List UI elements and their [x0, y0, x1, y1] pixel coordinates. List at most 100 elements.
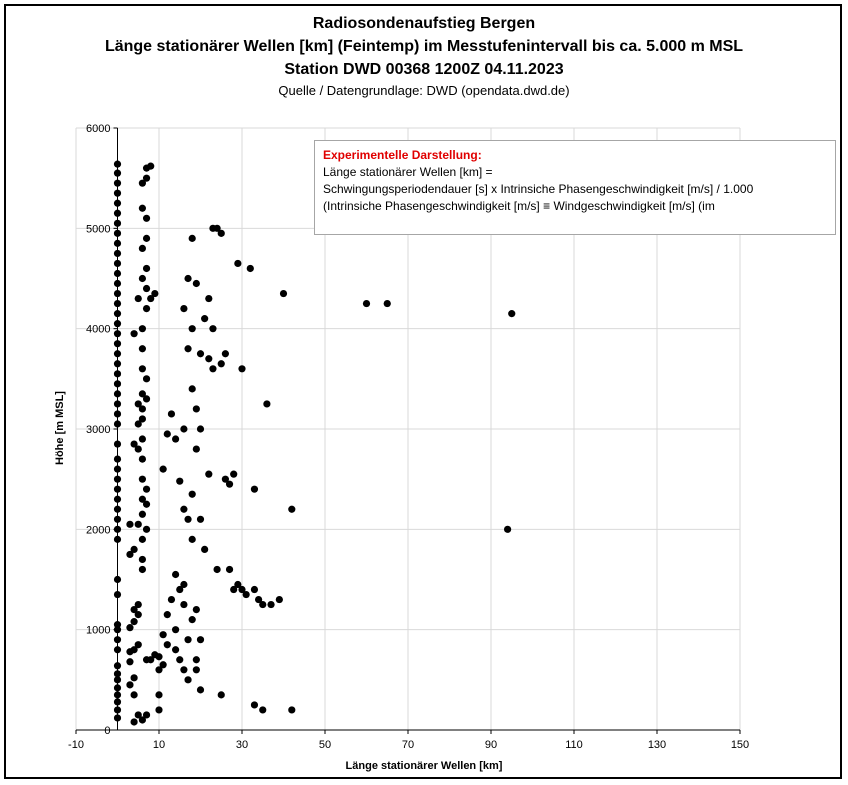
data-point [142, 711, 151, 719]
data-point [138, 325, 146, 333]
data-point [163, 641, 171, 649]
data-point [242, 590, 250, 599]
data-point [184, 636, 192, 644]
data-point [113, 535, 122, 543]
y-tick-label: 6000 [86, 123, 110, 135]
data-point [263, 400, 271, 408]
data-point [113, 495, 122, 503]
data-point [113, 691, 122, 699]
data-point [508, 310, 516, 318]
data-point [113, 626, 122, 634]
data-point [113, 229, 122, 237]
annotation-line-1: Länge stationärer Wellen [km] = [323, 165, 493, 179]
annotation-line-2: Schwingungsperiodendauer [s] x Intrinsic… [323, 182, 754, 196]
x-tick-label: 10 [153, 739, 165, 751]
data-point [201, 315, 209, 323]
data-point [155, 653, 163, 661]
data-point [159, 661, 167, 669]
x-tick-label: 90 [485, 739, 497, 751]
data-point [221, 475, 229, 483]
data-point [192, 606, 200, 614]
data-point [113, 360, 122, 368]
data-point [113, 390, 122, 398]
data-point [130, 691, 138, 699]
data-point [113, 455, 122, 463]
x-tick-label: 150 [731, 739, 749, 751]
chart-title: Radiosondenaufstieg Bergen [312, 15, 536, 32]
data-point [126, 550, 134, 559]
data-point [230, 585, 238, 594]
data-point [213, 565, 221, 574]
data-point [113, 279, 122, 288]
data-point [201, 545, 209, 554]
data-point [209, 365, 217, 373]
data-point [250, 585, 259, 594]
data-point [383, 299, 391, 308]
y-tick-label: 0 [104, 725, 110, 737]
y-tick-label: 4000 [86, 324, 110, 336]
data-point [126, 681, 134, 689]
data-point [113, 684, 122, 692]
data-point [217, 360, 225, 368]
data-point [138, 475, 146, 483]
data-point [113, 380, 122, 388]
data-point [138, 405, 146, 413]
data-point [113, 706, 122, 714]
chart-subtitle-2: Station DWD 00368 1200Z 04.11.2023 [284, 61, 564, 78]
data-point [126, 520, 134, 528]
data-point [142, 525, 151, 533]
data-point [113, 714, 122, 722]
data-point [155, 666, 163, 674]
data-point [113, 370, 122, 378]
data-point [113, 289, 122, 298]
x-axis-label: Länge stationärer Wellen [km] [345, 760, 503, 772]
data-point [172, 435, 180, 443]
data-point [134, 641, 142, 649]
data-point [113, 269, 122, 278]
data-point [163, 611, 171, 619]
data-point [205, 294, 213, 303]
x-tick-label: 70 [402, 739, 414, 751]
data-point [130, 718, 138, 726]
data-point [134, 445, 142, 453]
annotation-box: Experimentelle Darstellung: Länge statio… [314, 140, 836, 235]
data-point [142, 214, 151, 222]
data-point [113, 575, 122, 584]
data-point [184, 345, 192, 353]
data-point [213, 224, 221, 232]
chart-source: Quelle / Datengrundlage: DWD (opendata.d… [278, 83, 570, 98]
data-point [113, 662, 122, 670]
data-point [180, 600, 188, 609]
data-point [142, 375, 151, 383]
data-point [504, 525, 512, 533]
data-point [196, 425, 205, 433]
data-point [138, 274, 146, 283]
data-point [217, 691, 225, 699]
data-point [130, 330, 138, 338]
data-point [113, 590, 122, 599]
data-point [188, 385, 196, 393]
data-point [288, 505, 296, 513]
data-point [113, 249, 122, 258]
data-point [113, 440, 122, 448]
data-point [113, 636, 122, 644]
data-point [176, 656, 184, 664]
data-point [196, 636, 205, 644]
x-tick-label: 130 [648, 739, 666, 751]
data-point [142, 485, 151, 493]
data-point [163, 430, 171, 438]
data-point [138, 179, 146, 187]
data-point [113, 525, 122, 533]
data-point [250, 485, 259, 493]
data-point [113, 330, 122, 338]
data-point [180, 305, 188, 313]
data-point [184, 274, 192, 283]
data-point [113, 698, 122, 706]
data-point [196, 350, 205, 358]
data-point [130, 618, 138, 626]
data-point [259, 706, 267, 714]
data-point [113, 310, 122, 318]
data-point [255, 595, 263, 604]
data-point [113, 676, 122, 684]
